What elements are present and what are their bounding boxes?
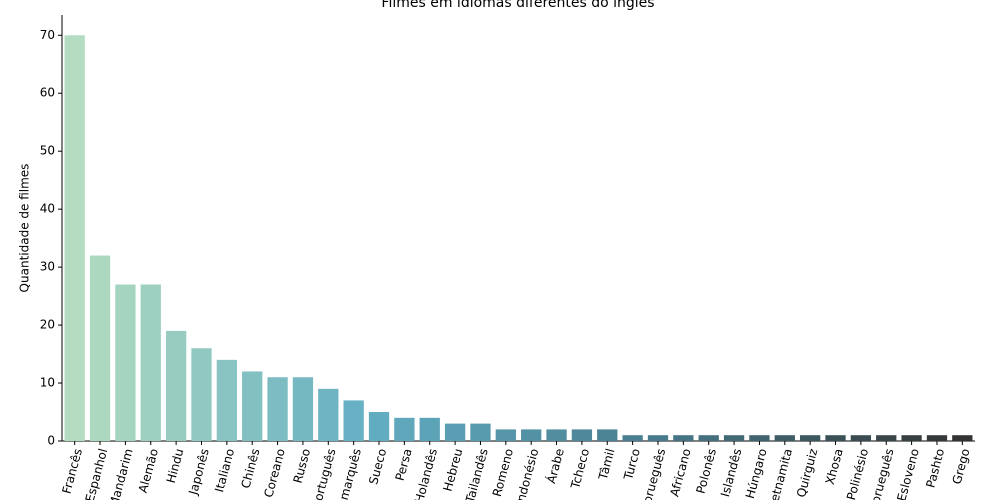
bar xyxy=(749,435,770,441)
bar xyxy=(850,435,872,441)
bar xyxy=(140,284,161,441)
bar xyxy=(267,377,288,441)
x-tick-label: Polinésio xyxy=(844,447,871,500)
y-tick-label: 20 xyxy=(40,318,55,332)
bar xyxy=(318,388,339,441)
bar xyxy=(292,377,314,441)
x-tick-label: Espanhol xyxy=(83,447,111,500)
x-tick-label: Islandês xyxy=(718,447,744,498)
bar xyxy=(571,429,593,441)
bar xyxy=(800,435,821,441)
x-tick-label: Norueguês xyxy=(866,447,896,500)
bar xyxy=(597,429,618,441)
x-tick-label: Turco xyxy=(621,447,643,482)
bar xyxy=(698,435,719,441)
x-tick-label: Português xyxy=(309,447,338,500)
chart-title: Filmes em idiomas diferentes do inglês xyxy=(381,0,654,11)
bar xyxy=(723,435,745,441)
y-tick-label: 30 xyxy=(40,260,55,274)
x-tick-label: Mandarim xyxy=(107,447,136,500)
y-tick-label: 60 xyxy=(40,86,55,100)
x-tick-label: Quirguiz xyxy=(794,447,820,499)
x-tick-label: Sueco xyxy=(366,447,389,486)
bar xyxy=(368,412,390,441)
y-axis-label: Quantidade de filmes xyxy=(18,164,32,293)
x-tick-label: Francês xyxy=(59,447,84,495)
bar xyxy=(876,435,897,441)
bar xyxy=(216,359,237,441)
bar xyxy=(546,429,567,441)
x-tick-label: Árabe xyxy=(543,447,567,485)
x-tick-label: Tcheco xyxy=(568,447,592,491)
x-tick-label: Coreano xyxy=(261,447,287,499)
bar xyxy=(394,417,415,441)
bar xyxy=(444,423,466,441)
bar xyxy=(115,284,136,441)
x-tick-label: Grego xyxy=(950,447,973,486)
x-tick-label: Vietnamita xyxy=(765,447,795,500)
bar xyxy=(64,35,85,442)
x-tick-label: Alemão xyxy=(136,447,161,494)
bar xyxy=(343,400,364,441)
x-tick-label: Russo xyxy=(291,447,314,485)
x-tick-label: Persa xyxy=(393,447,415,482)
bar xyxy=(495,429,516,441)
bar xyxy=(165,330,187,441)
bar xyxy=(926,435,948,441)
x-tick-label: Tailandês xyxy=(463,447,491,500)
bar xyxy=(825,435,846,441)
x-tick-label: Holandês xyxy=(412,447,440,500)
x-tick-label: Italiano xyxy=(212,447,237,494)
bar xyxy=(952,435,973,441)
bar xyxy=(774,435,795,441)
y-tick-label: 10 xyxy=(40,376,55,390)
x-tick-label: Húngaro xyxy=(743,447,770,500)
x-tick-label: Hindu xyxy=(164,447,187,485)
y-tick-label: 0 xyxy=(47,434,55,448)
x-tick-label: Africano xyxy=(667,447,693,498)
bar xyxy=(191,348,212,441)
x-tick-label: Romeno xyxy=(490,447,516,498)
x-tick-label: Japonês xyxy=(186,447,212,497)
x-tick-label: Indonésio xyxy=(513,447,542,500)
bar xyxy=(901,435,922,441)
x-tick-label: Pashto xyxy=(923,447,947,489)
x-tick-label: Chinês xyxy=(238,447,262,490)
bar xyxy=(521,429,542,441)
bar xyxy=(647,435,669,441)
bar xyxy=(89,255,111,441)
bar xyxy=(242,371,263,441)
bar xyxy=(622,435,643,441)
x-tick-label: Esloveno xyxy=(894,447,921,500)
x-tick-label: Tâmil xyxy=(596,447,618,482)
bar xyxy=(470,423,491,441)
y-tick-label: 40 xyxy=(40,202,55,216)
x-tick-label: Norueguês xyxy=(638,447,668,500)
y-tick-label: 70 xyxy=(40,28,55,42)
bar xyxy=(419,417,440,441)
x-tick-label: Hebreu xyxy=(441,447,466,493)
bar xyxy=(673,435,694,441)
x-tick-label: Xhosa xyxy=(823,447,846,486)
y-tick-label: 50 xyxy=(40,144,55,158)
x-tick-label: Polonês xyxy=(694,447,719,495)
